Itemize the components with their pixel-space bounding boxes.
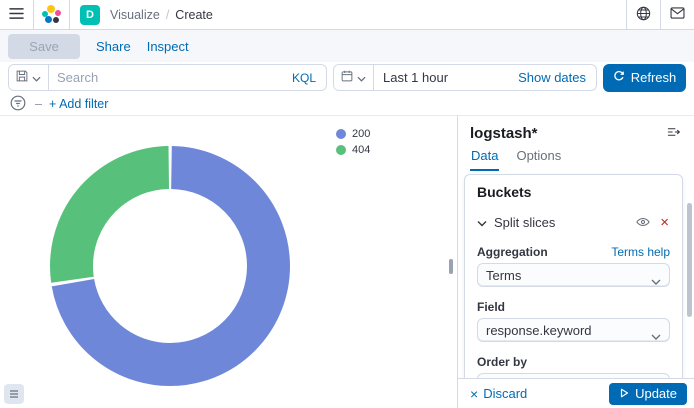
space-avatar[interactable]: D [80,4,100,25]
remove-bucket-button[interactable]: × [660,214,669,231]
save-query-icon [16,70,28,85]
action-bar: Save Share Inspect [0,30,694,62]
aggregation-label: Aggregation [477,245,548,259]
breadcrumb-create: Create [175,7,213,22]
hamburger-icon [9,7,24,23]
filter-bar: + Add filter [0,93,694,116]
order-by-header: Order by [477,355,670,369]
update-label: Update [635,386,677,401]
eye-icon [636,215,650,230]
field-select[interactable]: response.keyword [477,318,670,342]
share-button[interactable]: Share [96,38,131,54]
index-pattern-title: logstash* [470,125,538,142]
filter-icon [10,95,26,114]
panel-footer: × Discard Update [458,378,694,408]
header-divider [33,0,34,29]
chevron-down-icon [357,70,366,85]
order-by-value: Metric: Count [486,378,563,379]
header-divider [69,0,70,29]
menu-right-icon [667,126,681,141]
panel-tabs: Data Options [458,145,694,171]
tab-data[interactable]: Data [470,147,500,171]
chevron-down-icon [477,215,487,230]
legend-toggle-button[interactable] [4,384,24,404]
order-by-select[interactable]: Metric: Count [477,373,670,378]
panel-scroll-area: Buckets Split slices × [458,171,694,378]
news-feed-button[interactable] [627,0,660,29]
chart-legend: 200 404 [336,126,370,158]
panel-scrollbar[interactable] [687,203,692,317]
elastic-logo[interactable] [34,0,69,29]
refresh-button[interactable]: Refresh [603,63,686,92]
discard-label: Discard [483,386,528,401]
legend-dot-200 [336,129,346,139]
legend-label: 200 [352,128,371,140]
globe-icon [636,6,651,24]
chart-area: 200 404 [0,116,457,408]
field-header: Field [477,300,670,314]
buckets-title: Buckets [477,184,532,200]
split-slices-row[interactable]: Split slices × [477,213,670,232]
refresh-label: Refresh [630,70,677,85]
search-input[interactable] [49,65,282,90]
header-divider [660,0,661,29]
inspect-button[interactable]: Inspect [146,38,189,54]
add-filter-button[interactable]: + Add filter [49,97,109,111]
terms-help-link[interactable]: Terms help [611,245,670,259]
filter-separator-dash [35,103,42,105]
update-button[interactable]: Update [609,382,687,405]
legend-item-200[interactable]: 200 [336,126,370,142]
field-label: Field [477,300,506,314]
menu-button[interactable] [0,0,33,29]
chevron-down-icon [651,273,661,288]
time-range-value[interactable]: Last 1 hour [383,70,449,85]
aggregation-header: Aggregation Terms help [477,245,670,259]
visualization-config-panel: logstash* Data Options Buckets [457,116,694,408]
header-divider [626,0,627,29]
list-icon [9,387,19,402]
discard-button[interactable]: × Discard [470,386,527,401]
legend-item-404[interactable]: 404 [336,142,370,158]
breadcrumb-zone: D Visualize / Create [70,0,626,29]
notifications-button[interactable] [661,0,694,29]
panel-header: logstash* [458,116,694,145]
aggregation-select[interactable]: Terms [477,263,670,287]
legend-label: 404 [352,144,371,156]
calendar-icon [341,70,353,85]
show-dates-button[interactable]: Show dates [508,70,596,85]
chevron-down-icon [32,70,41,85]
elastic-logo-icon [42,5,61,24]
filter-menu-button[interactable] [8,93,28,116]
panel-resize-handle[interactable] [449,259,453,274]
tab-options[interactable]: Options [515,147,562,171]
saved-query-menu-button[interactable] [9,65,49,90]
aggregation-value: Terms [486,267,522,283]
order-by-label: Order by [477,355,528,369]
date-picker: Last 1 hour Show dates [333,64,597,91]
refresh-icon [613,70,625,85]
collapse-panel-button[interactable] [665,124,682,143]
breadcrumb-visualize[interactable]: Visualize [110,7,160,22]
main-content: 200 404 logstash* [0,116,694,408]
breadcrumb: Visualize / Create [110,8,213,22]
legend-dot-404 [336,145,346,155]
play-icon [619,386,629,401]
query-bar: KQL Last 1 hour Show dates Refresh [0,62,694,93]
save-button[interactable]: Save [8,33,80,59]
search-box: KQL [8,64,327,91]
donut-chart[interactable] [48,144,292,388]
mail-icon [670,7,685,22]
top-header: D Visualize / Create [0,0,694,30]
split-slices-label: Split slices [494,215,556,230]
breadcrumb-separator: / [165,7,170,22]
toggle-visibility-button[interactable] [634,213,652,232]
field-value: response.keyword [486,322,592,338]
close-icon: × [470,385,479,402]
query-language-badge[interactable]: KQL [291,70,316,85]
chevron-down-icon [651,328,661,343]
buckets-card: Buckets Split slices × [464,174,683,378]
date-quick-menu-button[interactable] [334,65,374,90]
